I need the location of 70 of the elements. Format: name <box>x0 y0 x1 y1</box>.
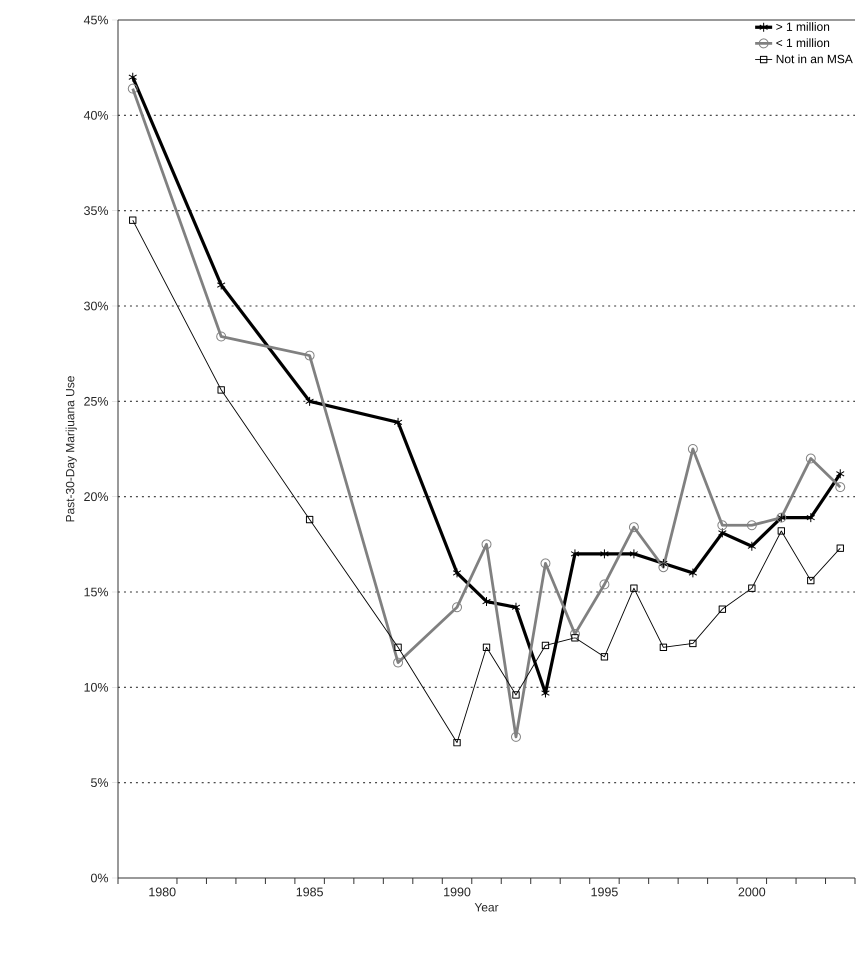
point <box>216 280 226 290</box>
point <box>482 596 491 607</box>
point <box>452 602 462 612</box>
y-tick-label: 5% <box>91 778 108 788</box>
point <box>836 468 845 479</box>
point <box>570 628 580 639</box>
legend-label: > 1 million <box>776 22 830 31</box>
point <box>630 548 638 559</box>
point <box>540 558 550 568</box>
y-tick-label: 35% <box>84 206 108 216</box>
legend-label: < 1 million <box>776 38 830 48</box>
point <box>542 642 550 650</box>
point <box>836 544 844 552</box>
x-axis-title: Year <box>474 903 498 912</box>
point <box>718 605 726 613</box>
legend-label: Not in an MSA <box>776 54 853 64</box>
point <box>512 691 520 699</box>
point <box>453 738 461 746</box>
point <box>630 584 638 592</box>
point <box>746 520 757 530</box>
point <box>511 732 521 742</box>
point <box>689 640 697 648</box>
point <box>717 520 728 530</box>
y-tick-label: 10% <box>84 682 108 692</box>
point <box>305 396 314 406</box>
point <box>128 84 138 94</box>
point <box>394 644 402 651</box>
point <box>217 386 225 394</box>
point <box>718 528 727 538</box>
point <box>778 527 785 535</box>
point <box>835 482 846 492</box>
x-tick-label: 1990 <box>444 888 470 896</box>
point <box>599 579 610 590</box>
y-tick-label: 40% <box>84 110 108 120</box>
y-tick-label: 15% <box>84 588 108 596</box>
point <box>128 72 138 82</box>
point <box>688 444 698 454</box>
point <box>806 454 816 464</box>
y-tick-label: 25% <box>84 396 108 406</box>
x-tick-label: 1980 <box>149 888 176 896</box>
x-tick-label: 2000 <box>738 888 766 896</box>
point <box>571 634 579 642</box>
x-tick-label: 1995 <box>592 888 618 896</box>
point <box>394 417 402 428</box>
point <box>660 644 668 651</box>
point <box>628 522 639 532</box>
y-tick-label: 0% <box>90 874 108 882</box>
point <box>304 350 315 361</box>
point <box>600 653 608 661</box>
point <box>600 548 609 559</box>
point <box>452 568 462 578</box>
point <box>512 602 520 612</box>
y-tick-label: 45% <box>84 16 108 24</box>
x-tick-label: 1985 <box>296 888 323 896</box>
point <box>658 562 668 572</box>
point <box>216 332 226 342</box>
point <box>747 541 756 552</box>
y-tick-label: 30% <box>84 302 108 310</box>
y-axis-title: Past-30-Day Marijuana Use <box>66 376 77 522</box>
point <box>748 584 756 592</box>
point <box>807 576 814 584</box>
point <box>806 512 816 523</box>
point <box>393 658 404 668</box>
y-tick-label: 20% <box>84 492 108 502</box>
point <box>659 558 668 568</box>
point <box>482 644 490 651</box>
point <box>306 516 314 524</box>
point <box>129 216 136 224</box>
point <box>688 568 698 578</box>
point <box>482 539 492 550</box>
